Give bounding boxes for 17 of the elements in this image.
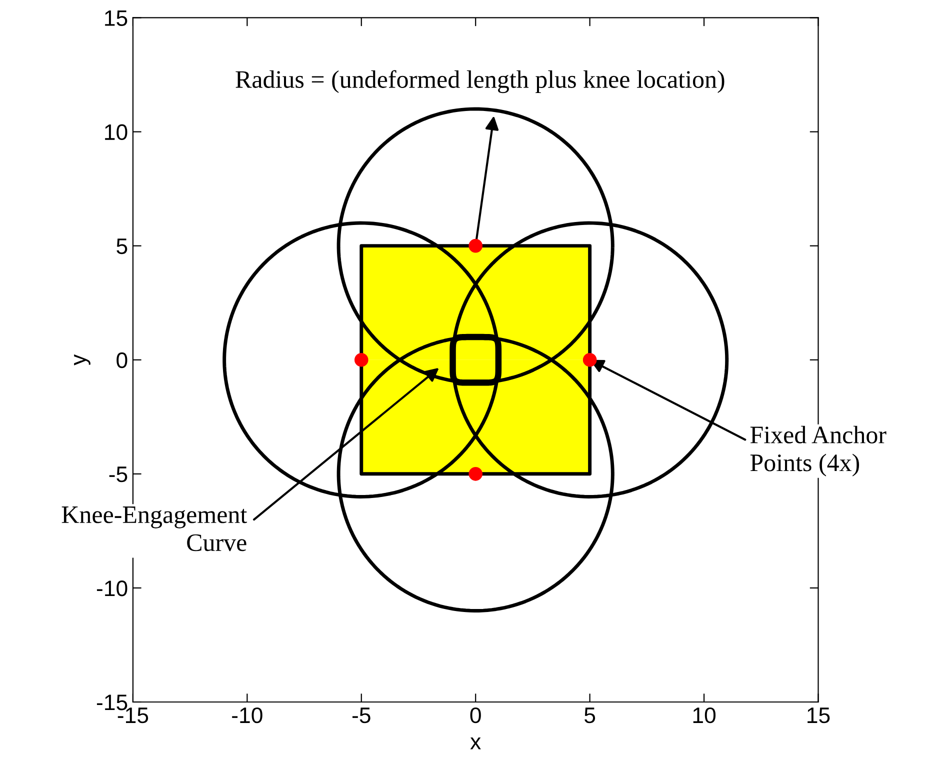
x-tick-label: 0	[470, 707, 481, 724]
annotation: Radius = (undeformed length plus knee location)	[236, 70, 724, 94]
y-tick-label: -10	[96, 580, 128, 596]
y-tick-label: 15	[105, 10, 128, 26]
x-tick-label: -10	[232, 707, 262, 724]
x-axis-title: x	[470, 737, 481, 750]
x-tick-label: -5	[352, 708, 370, 724]
y-tick-label: -5	[109, 466, 128, 482]
annotation: Fixed Anchor Points (4x)	[750, 426, 886, 476]
x-tick-label: 5	[584, 708, 596, 724]
y-tick-label: 5	[116, 238, 128, 254]
y-tick-label: 10	[105, 124, 128, 140]
y-axis-title: y	[74, 354, 90, 366]
x-tick-label: 10	[693, 707, 716, 724]
annotation: Knee-Engagement Curve	[62, 506, 248, 552]
y-tick-label: 0	[116, 352, 128, 368]
x-tick-label: 15	[808, 708, 830, 724]
